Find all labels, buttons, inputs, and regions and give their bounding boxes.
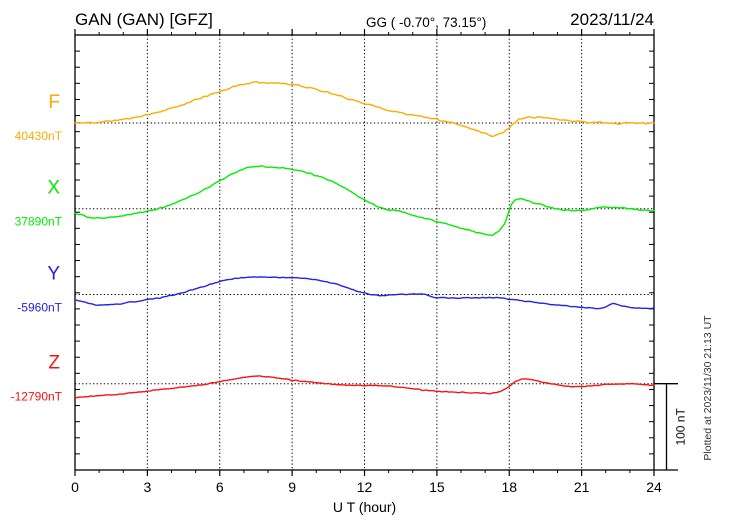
svg-text:40430nT: 40430nT: [15, 129, 63, 143]
svg-text:-12790nT: -12790nT: [11, 390, 63, 404]
svg-text:100 nT: 100 nT: [674, 408, 688, 446]
svg-text:37890nT: 37890nT: [15, 215, 63, 229]
svg-text:Z: Z: [48, 353, 60, 374]
svg-text:21: 21: [574, 479, 590, 495]
svg-text:6: 6: [216, 479, 224, 495]
svg-text:-5960nT: -5960nT: [17, 301, 62, 315]
svg-text:F: F: [48, 92, 60, 113]
svg-text:U T (hour): U T (hour): [333, 499, 396, 515]
svg-text:X: X: [47, 178, 60, 199]
svg-text:18: 18: [501, 479, 517, 495]
svg-text:GG ( -0.70°, 73.15°): GG ( -0.70°, 73.15°): [366, 15, 486, 30]
svg-text:15: 15: [429, 479, 445, 495]
svg-text:Plotted at 2023/11/30 21:13 UT: Plotted at 2023/11/30 21:13 UT: [702, 315, 714, 461]
svg-text:GAN (GAN) [GFZ]: GAN (GAN) [GFZ]: [75, 10, 213, 29]
svg-text:12: 12: [357, 479, 373, 495]
svg-text:0: 0: [71, 479, 79, 495]
svg-text:3: 3: [143, 479, 151, 495]
svg-text:24: 24: [646, 479, 662, 495]
svg-text:Y: Y: [47, 264, 60, 285]
svg-text:9: 9: [288, 479, 296, 495]
svg-text:2023/11/24: 2023/11/24: [570, 10, 654, 29]
